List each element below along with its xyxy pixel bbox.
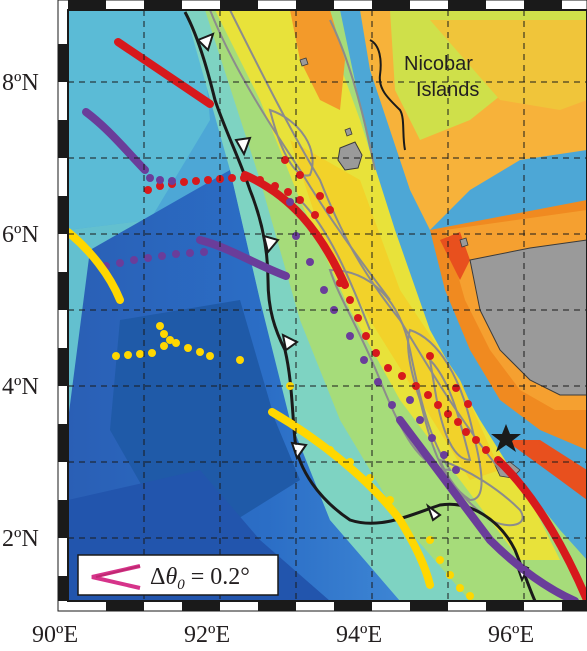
y-tick-6n: 6ºN [2, 222, 39, 248]
legend-delta: Δ [150, 564, 165, 590]
graticule-grid [68, 10, 587, 601]
bathymetry-layer [68, 10, 587, 601]
y-tick-2n: 2ºN [2, 526, 39, 552]
x-tick-94e: 94ºE [336, 622, 382, 648]
legend-label: Δθ0 = 0.2° [150, 564, 250, 593]
contour-lines [209, 10, 524, 527]
legend-box: Δθ0 = 0.2° [77, 554, 279, 596]
x-tick-96e: 96ºE [488, 622, 534, 648]
x-tick-92e: 92ºE [184, 622, 230, 648]
x-tick-90e: 90ºE [32, 622, 78, 648]
legend-subscript: 0 [177, 577, 185, 593]
subduction-trench-line [183, 11, 537, 601]
map-frame [57, 0, 587, 612]
epicenter-star-icon [491, 424, 521, 452]
yellow-series-markers [68, 228, 474, 600]
y-tick-4n: 4ºN [2, 374, 39, 400]
y-tick-8n: 8ºN [2, 70, 39, 96]
region-label-nicobar: Nicobar [404, 53, 473, 75]
legend-theta: θ [165, 564, 177, 590]
red-series-markers [114, 38, 587, 601]
region-label-islands: Islands [416, 79, 479, 101]
legend-value: = 0.2° [185, 564, 250, 590]
nicobar-bracket [369, 39, 406, 151]
